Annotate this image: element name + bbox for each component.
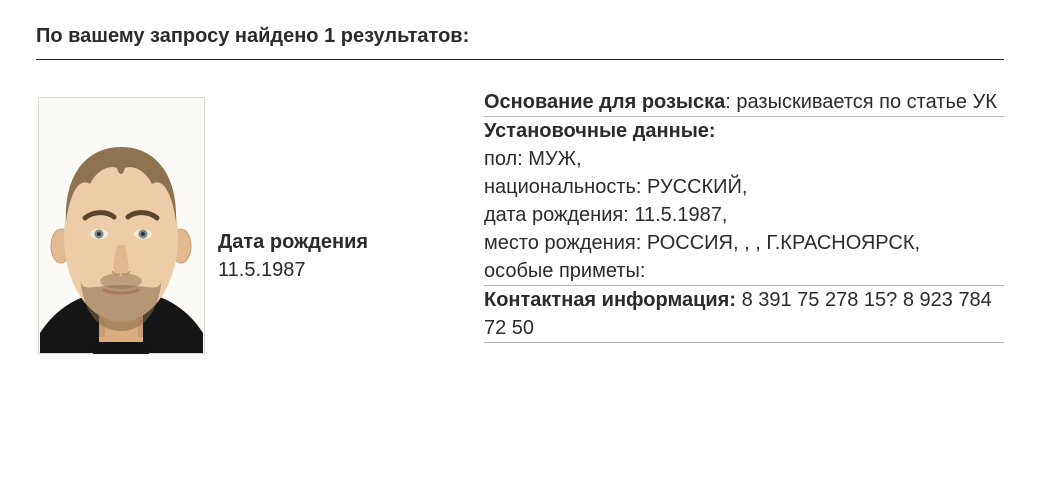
wanted-basis-line: Основание для розыска: разыскивается по …: [484, 88, 1004, 116]
wanted-basis-label: Основание для розыска: [484, 91, 726, 113]
identification-sex-line: пол: МУЖ,: [484, 148, 582, 170]
suspect-portrait-image: [38, 97, 205, 354]
identification-birthplace-line: место рождения: РОССИЯ, , , Г.КРАСНОЯРСК…: [484, 232, 921, 254]
identification-nationality-line: национальность: РУССКИЙ,: [484, 176, 748, 198]
wanted-details-column: Основание для розыска: разыскивается по …: [484, 88, 1004, 343]
divider: [484, 116, 1004, 117]
identification-data-block: Установочные данные: пол: МУЖ, националь…: [484, 117, 1004, 285]
identification-data-label: Установочные данные:: [484, 120, 716, 142]
divider: [484, 285, 1004, 286]
results-count-header: По вашему запросу найдено 1 результатов:: [36, 0, 1004, 60]
search-result-card: Дата рождения 11.5.1987 Основание для ро…: [0, 60, 1048, 484]
birth-date-value: 11.5.1987: [218, 259, 306, 281]
identification-marks-line: особые приметы:: [484, 260, 646, 282]
suspect-photo: [38, 97, 205, 354]
contact-info-value: 8 391 75 278 15? 8 923 784 72 50: [484, 289, 992, 339]
divider: [484, 342, 1004, 343]
contact-info-label: Контактная информация:: [484, 289, 737, 311]
birth-date-block: Дата рождения 11.5.1987: [218, 228, 368, 284]
contact-info-line: Контактная информация: 8 391 75 278 15? …: [484, 286, 1004, 342]
identification-birthdate-line: дата рождения: 11.5.1987,: [484, 204, 728, 226]
wanted-basis-value: : разыскивается по статье УК: [725, 91, 997, 113]
birth-date-label: Дата рождения: [218, 231, 369, 253]
